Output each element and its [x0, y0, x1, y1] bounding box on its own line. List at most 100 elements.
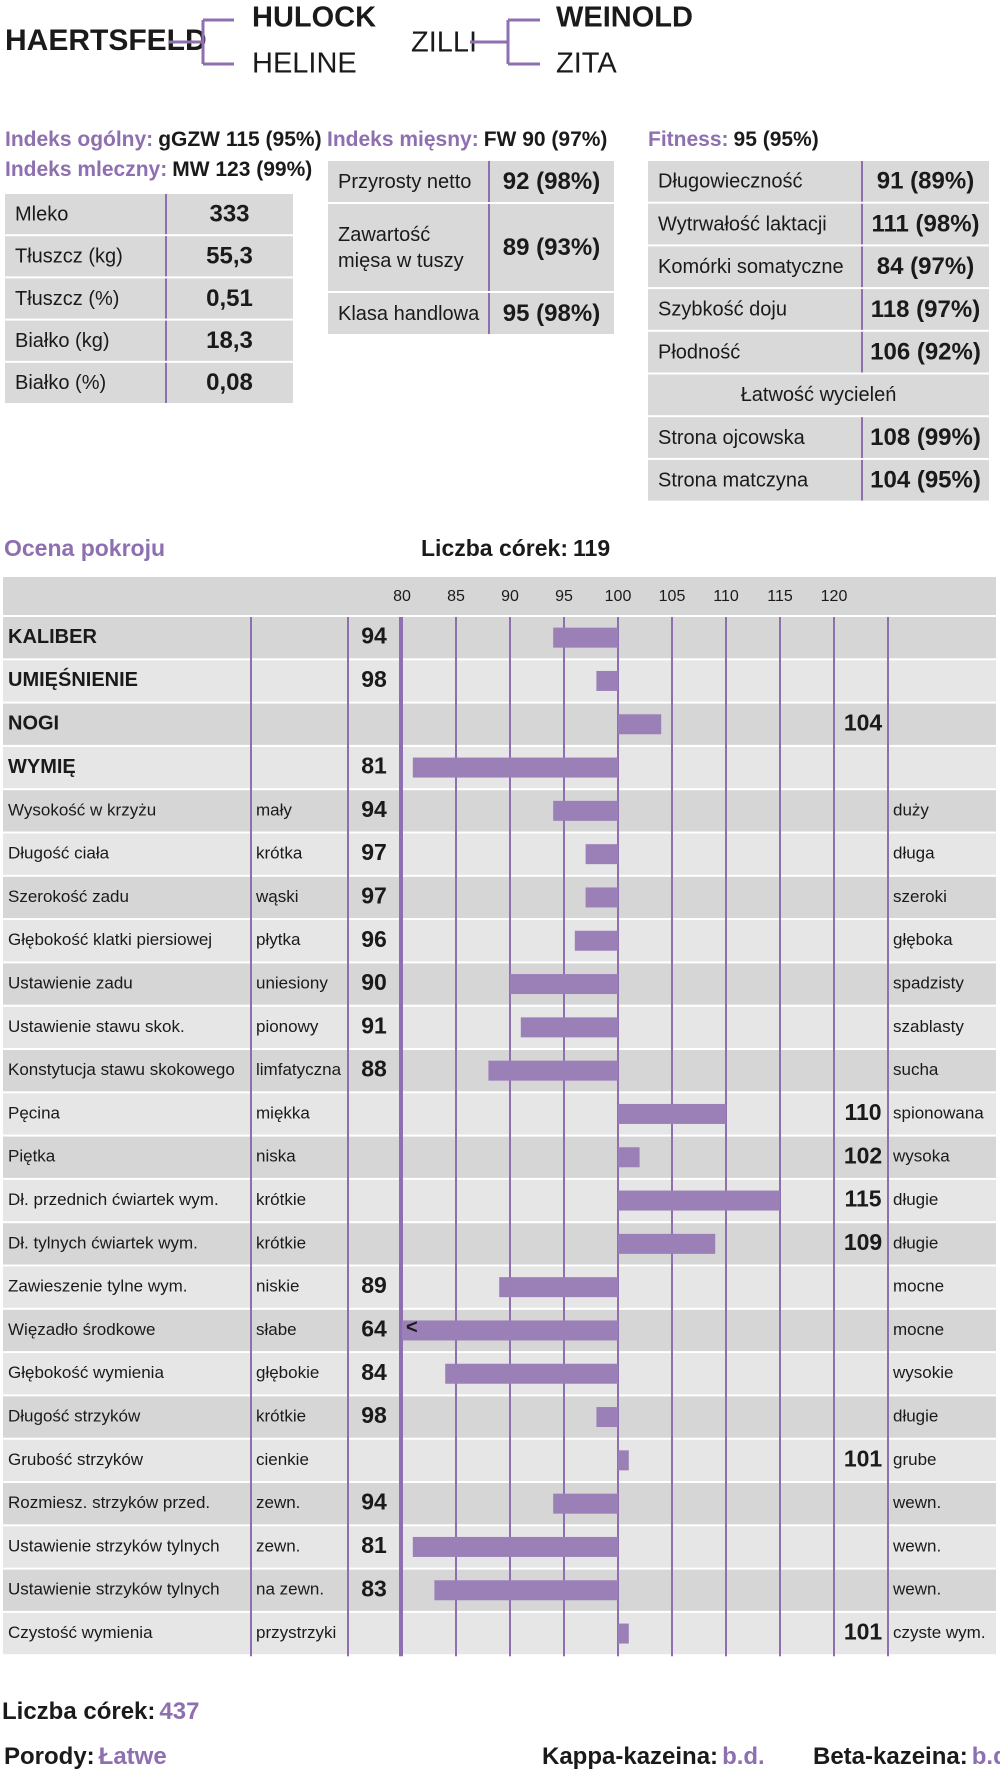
- trait: Grubość strzyków: [8, 1450, 144, 1469]
- high-label: wewn.: [892, 1580, 941, 1599]
- high-label: spionowana: [893, 1103, 984, 1122]
- cell-label: Strona ojcowska: [658, 427, 806, 449]
- x-tick-label: 100: [605, 588, 632, 605]
- dam: ZILLI: [411, 27, 477, 59]
- row-bg: [3, 1093, 996, 1135]
- cell-label: Białko (kg): [15, 330, 109, 352]
- row-bg: [3, 1006, 996, 1048]
- cell-bg: [5, 278, 293, 319]
- index-value: 95 (95%): [734, 128, 819, 151]
- daughters-value: 119: [573, 535, 610, 561]
- trait: Piętka: [8, 1147, 56, 1166]
- footer-value: Łatwe: [99, 1743, 167, 1770]
- bar: [553, 1493, 618, 1514]
- high-label: mocne: [893, 1320, 944, 1339]
- cell-bg: [648, 459, 989, 501]
- dam-dam: ZITA: [556, 48, 617, 80]
- footer-label: Liczba córek:: [2, 1698, 155, 1725]
- high-label: duży: [893, 800, 929, 819]
- trait: Ustawienie strzyków tylnych: [8, 1580, 220, 1599]
- row-bg: [3, 660, 996, 702]
- low-label: słabe: [256, 1320, 297, 1339]
- sire: HAERTSFELD: [5, 24, 207, 57]
- index-value: FW 90 (97%): [484, 128, 608, 151]
- cell-bg: [648, 331, 989, 373]
- x-tick-label: 110: [713, 588, 739, 605]
- value-label: 104: [844, 709, 883, 735]
- cell-value: 0,08: [206, 369, 253, 396]
- bar: [553, 627, 618, 648]
- bar: [499, 1277, 618, 1298]
- cell-label: Klasa handlowa: [338, 303, 480, 325]
- index-line: Indeks ogólny: gGZW 115 (95%): [5, 128, 322, 151]
- cell-bg: [648, 246, 989, 288]
- value-label: 97: [361, 883, 387, 909]
- value-label: 91: [361, 1012, 387, 1038]
- value-label: 109: [844, 1229, 882, 1255]
- bar: [618, 714, 662, 735]
- bar: [585, 844, 618, 865]
- cell-bg: [648, 417, 989, 458]
- value-label: 89: [361, 1272, 387, 1298]
- index-value: MW 123 (99%): [172, 158, 312, 181]
- sire-sire: HULOCK: [252, 2, 376, 34]
- cell-bg: [5, 362, 293, 403]
- row-bg: [3, 963, 996, 1005]
- high-label: sucha: [893, 1060, 939, 1079]
- index-value: gGZW 115 (95%): [158, 128, 321, 151]
- high-label: długie: [893, 1190, 938, 1209]
- low-label: niskie: [256, 1277, 299, 1296]
- trait: Szerokość zadu: [8, 887, 129, 906]
- low-label: krótkie: [256, 1190, 306, 1209]
- bar: [596, 670, 618, 691]
- row-bg: [3, 703, 996, 745]
- trait: Więzadło środkowe: [8, 1320, 155, 1339]
- cell-value: 84 (97%): [877, 253, 974, 280]
- trait: Ustawienie zadu: [8, 974, 133, 993]
- low-label: krótka: [256, 844, 303, 863]
- footer-label: Porody:: [4, 1743, 95, 1770]
- bar: [574, 930, 618, 951]
- high-label: wysokie: [892, 1363, 953, 1382]
- trait: WYMIĘ: [8, 756, 76, 778]
- cell-label: Płodność: [658, 341, 740, 363]
- trait: Dł. przednich ćwiartek wym.: [8, 1190, 219, 1209]
- high-label: spadzisty: [893, 974, 964, 993]
- row-bg: [3, 1396, 996, 1438]
- index-line: Indeks mięsny: FW 90 (97%): [327, 128, 607, 151]
- row-bg: [3, 1136, 996, 1178]
- low-label: miękka: [256, 1103, 310, 1122]
- low-label: niska: [256, 1147, 296, 1166]
- cell-value: 111 (98%): [871, 210, 979, 237]
- footer-label: Beta-kazeina:: [813, 1743, 968, 1770]
- trait: Rozmiesz. strzyków przed.: [8, 1493, 210, 1512]
- bar: [618, 1103, 726, 1124]
- cell-value: 18,3: [206, 327, 253, 354]
- trait: Ustawienie stawu skok.: [8, 1017, 185, 1036]
- cell-bg: [328, 204, 614, 291]
- header-band: [3, 577, 996, 615]
- value-label: 98: [361, 1402, 387, 1428]
- cell-value: 118 (97%): [871, 296, 980, 323]
- high-label: długa: [893, 844, 935, 863]
- high-label: długie: [893, 1407, 938, 1426]
- footer-item: Kappa-kazeina: b.d.: [542, 1743, 765, 1770]
- bar: [618, 1147, 640, 1168]
- value-label: 64: [361, 1316, 387, 1342]
- cell-label: Długowieczność: [658, 171, 803, 193]
- high-label: czyste wym.: [893, 1623, 986, 1642]
- row-bg: [3, 833, 996, 875]
- low-label: mały: [256, 800, 292, 819]
- trait: Zawieszenie tylne wym.: [8, 1277, 188, 1296]
- x-tick-label: 95: [555, 588, 573, 605]
- bar: [596, 1407, 618, 1428]
- cell-value: 92 (98%): [503, 168, 600, 195]
- bar: [618, 1450, 629, 1471]
- cell-bg: [5, 236, 293, 277]
- bar: [402, 1320, 618, 1341]
- x-tick-label: 115: [767, 588, 793, 605]
- value-label: 101: [844, 1445, 883, 1471]
- low-label: płytka: [256, 930, 301, 949]
